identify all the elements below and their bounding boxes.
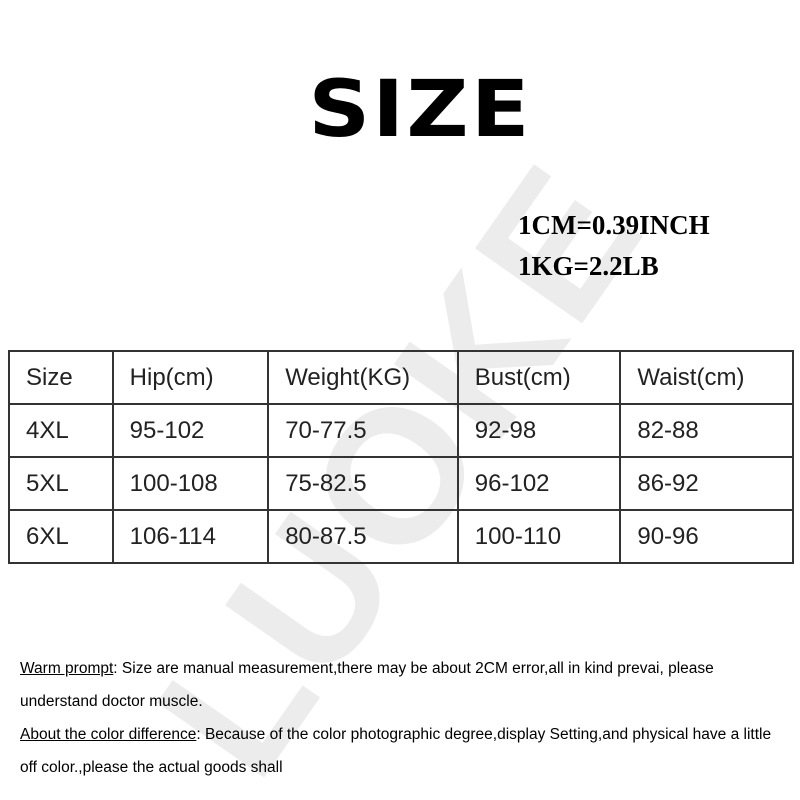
cell: 4XL (8, 403, 114, 458)
cell: 92-98 (456, 403, 622, 458)
note-label: Warm prompt (20, 660, 114, 677)
header-cell: Weight(KG) (267, 350, 459, 405)
header-cell: Hip(cm) (111, 350, 270, 405)
conversion: 1CM=0.39INCH (518, 210, 710, 240)
cell: 82-88 (619, 403, 794, 458)
cell: 106-114 (111, 509, 270, 564)
title: SIZE (308, 65, 532, 155)
header-row: Size Hip(cm) Weight(KG) Bust(cm) Waist(cm) (8, 350, 794, 405)
cell: 75-82.5 (267, 456, 459, 511)
note: Warm prompt: Size are manual measurement… (20, 652, 788, 718)
note-text: : Because of the color photographic degr… (20, 726, 772, 776)
row: 4XL 95-102 70-77.5 92-98 82-88 (8, 403, 794, 458)
note-label: About the color difference (20, 726, 197, 743)
note: About the color difference: Because of t… (20, 718, 788, 784)
header-cell: Bust(cm) (456, 350, 622, 405)
header-cell: Waist(cm) (619, 350, 794, 405)
row: 6XL 106-114 80-87.5 100-110 90-96 (8, 509, 794, 564)
note-text: : Size are manual measurement,there may … (20, 660, 714, 710)
cell: 70-77.5 (267, 403, 459, 458)
row: 5XL 100-108 75-82.5 96-102 86-92 (8, 456, 794, 511)
cell: 96-102 (456, 456, 622, 511)
cell: 86-92 (619, 456, 794, 511)
header-cell: Size (8, 350, 114, 405)
notes: Warm prompt: Size are manual measurement… (20, 652, 788, 784)
cell: 100-110 (456, 509, 622, 564)
cell: 6XL (8, 509, 114, 564)
cell: 100-108 (111, 456, 270, 511)
cell: 80-87.5 (267, 509, 459, 564)
cell: 95-102 (111, 403, 270, 458)
cell: 5XL (8, 456, 114, 511)
conversion: 1KG=2.2LB (518, 251, 659, 281)
cell: 90-96 (619, 509, 794, 564)
size-table: Size Hip(cm) Weight(KG) Bust(cm) Waist(cm) 4X… (8, 350, 794, 564)
